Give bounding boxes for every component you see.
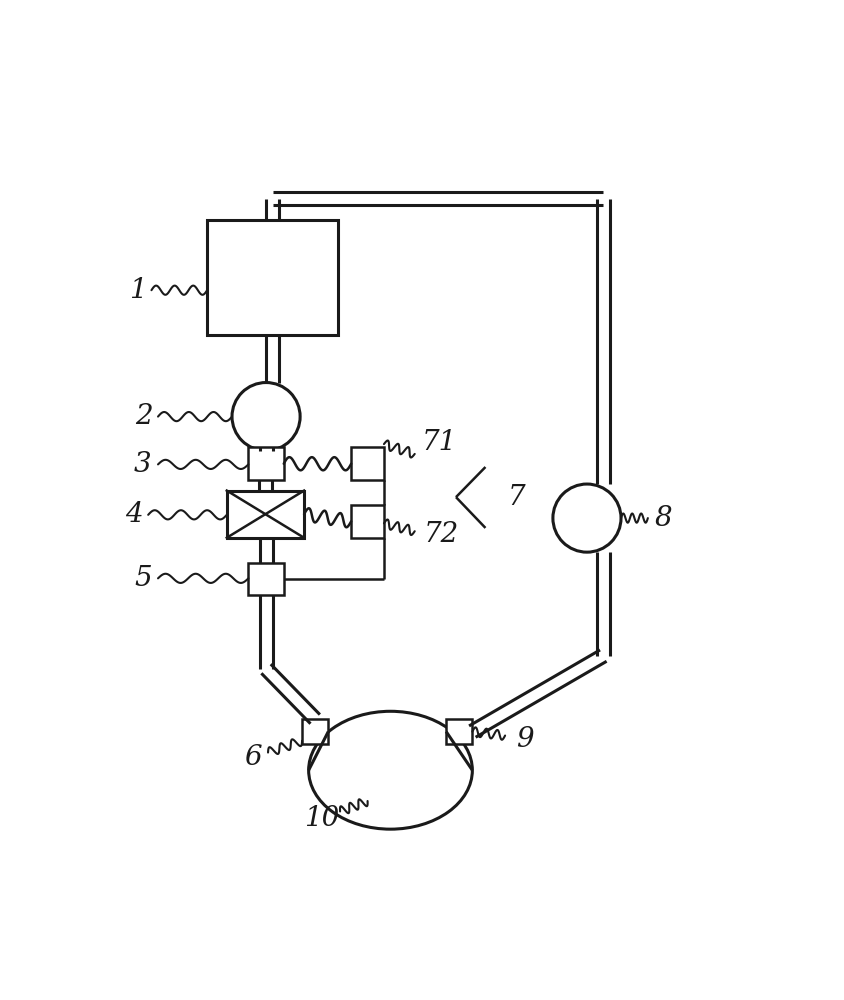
Text: 1: 1	[129, 277, 147, 304]
Circle shape	[232, 383, 300, 451]
Bar	[351, 505, 383, 538]
Bar	[302, 719, 327, 744]
Text: 8: 8	[654, 505, 672, 532]
Bar	[207, 220, 338, 335]
Text: 72: 72	[423, 521, 458, 548]
Text: 10: 10	[304, 805, 339, 832]
Text: 6: 6	[244, 744, 262, 771]
Circle shape	[552, 484, 620, 552]
Bar	[446, 719, 472, 744]
Text: 4: 4	[125, 501, 143, 528]
Text: 7: 7	[507, 484, 525, 511]
Bar	[226, 491, 304, 538]
Text: 9: 9	[516, 726, 533, 753]
Bar	[351, 447, 383, 480]
Bar	[248, 563, 284, 595]
Text: 3: 3	[134, 451, 152, 478]
Text: 71: 71	[421, 429, 457, 456]
Text: 2: 2	[135, 403, 152, 430]
Text: 5: 5	[134, 565, 152, 592]
Ellipse shape	[308, 711, 472, 829]
Bar	[248, 447, 284, 480]
